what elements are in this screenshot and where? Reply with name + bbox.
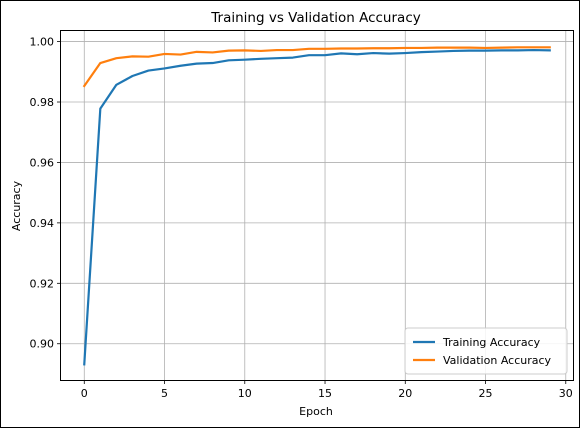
- legend: Training Accuracy Validation Accuracy: [404, 327, 568, 375]
- y-tick-label: 0.92: [30, 277, 55, 290]
- x-tick-label: 30: [559, 387, 573, 400]
- chart-title: Training vs Validation Accuracy: [210, 10, 420, 26]
- x-tick-label: 15: [318, 387, 332, 400]
- plot-area-frame: [60, 30, 574, 381]
- legend-label: Training Accuracy: [442, 336, 541, 349]
- x-axis-ticks: 0 5 10 15 20 25 30: [81, 380, 573, 400]
- y-axis-label: Accuracy: [10, 180, 23, 231]
- x-tick-label: 20: [398, 387, 412, 400]
- series-line-training-accuracy: [83, 48, 551, 366]
- y-tick-label: 0.94: [30, 217, 55, 230]
- legend-box: [404, 327, 568, 375]
- x-tick-label: 25: [479, 387, 493, 400]
- y-tick-label: 1.00: [30, 36, 55, 49]
- y-tick-label: 0.98: [30, 96, 55, 109]
- series-line-validation-accuracy: [82, 46, 551, 88]
- y-axis-ticks: 0.90 0.92 0.94 0.96 0.98 1.00: [30, 36, 61, 351]
- grid: [61, 31, 573, 380]
- legend-label: Validation Accuracy: [443, 354, 552, 367]
- x-tick-label: 5: [161, 387, 168, 400]
- y-tick-label: 0.90: [30, 338, 55, 351]
- plot-lines: [82, 46, 551, 366]
- y-tick-label: 0.96: [30, 156, 55, 169]
- x-tick-label: 10: [238, 387, 252, 400]
- x-tick-label: 0: [81, 387, 88, 400]
- x-axis-label: Epoch: [299, 405, 333, 418]
